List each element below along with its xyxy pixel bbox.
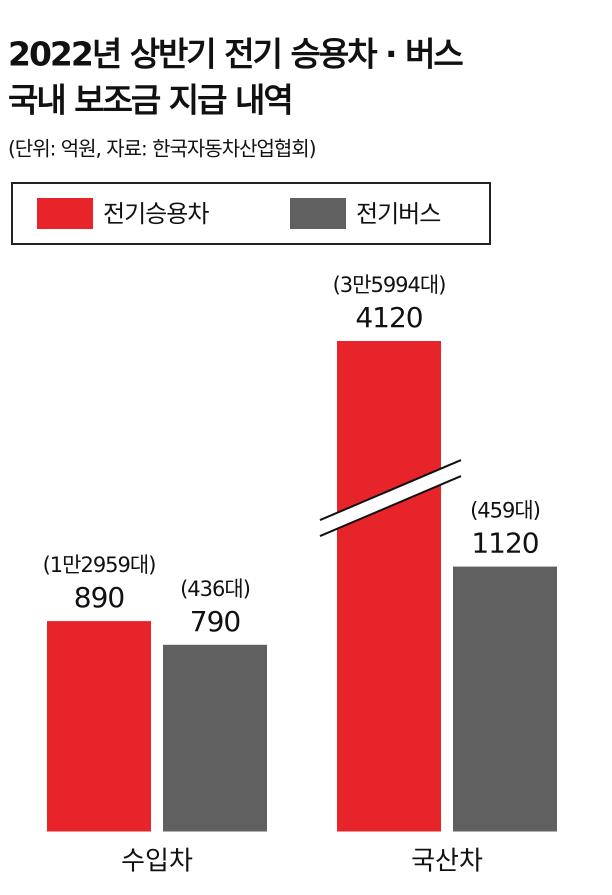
count-label: (3만5994대) (333, 273, 446, 297)
legend-swatch (290, 198, 346, 229)
chart-title: 국내 보조금 지급 내역 (8, 81, 292, 120)
legend-box (11, 182, 491, 245)
axis-break-line (319, 459, 462, 521)
chart-title: 2022년 상반기 전기 승용차 · 버스 (8, 35, 463, 74)
legend-label: 전기승용차 (103, 200, 209, 228)
value-label: 890 (74, 581, 124, 614)
legend-label: 전기버스 (356, 200, 440, 228)
bar (453, 566, 557, 832)
count-label: (1만2959대) (43, 553, 156, 577)
chart-subtitle: (단위: 억원, 자료: 한국자동차산업협회) (8, 137, 316, 161)
bar (337, 341, 441, 832)
count-label: (436대) (180, 577, 250, 601)
legend-swatch (37, 198, 93, 229)
value-label: 1120 (471, 527, 538, 560)
axis-break-line (319, 475, 462, 537)
x-tick-label: 수입차 (121, 847, 193, 877)
bar (163, 644, 267, 832)
bar (47, 621, 151, 832)
value-label: 4120 (355, 301, 422, 334)
value-label: 790 (190, 605, 240, 638)
x-tick-label: 국산차 (411, 847, 483, 877)
count-label: (459대) (470, 499, 540, 523)
axis-break (320, 460, 461, 537)
